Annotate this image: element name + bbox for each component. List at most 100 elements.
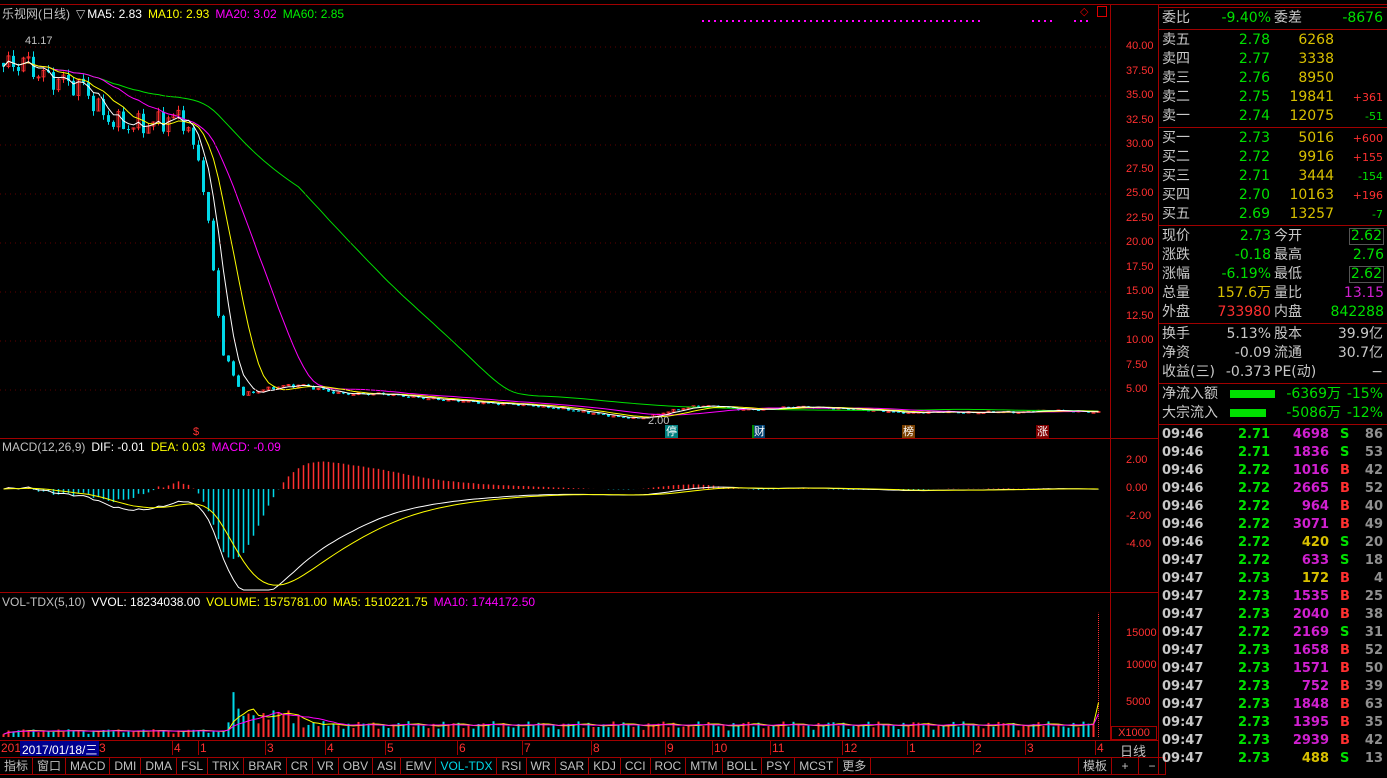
- zoom-out-button[interactable]: −: [1139, 758, 1167, 774]
- tab-4[interactable]: DMA: [141, 758, 178, 774]
- event-limitup-badge[interactable]: 涨: [1036, 425, 1049, 438]
- signal-dot: [810, 20, 812, 22]
- bid-row[interactable]: 买三 2.71 3444 -154: [1158, 167, 1387, 186]
- ask-row[interactable]: 卖一 2.74 12075 -51: [1158, 107, 1387, 126]
- signal-dot: [894, 20, 896, 22]
- window-toggle-icon[interactable]: [1097, 6, 1107, 17]
- tick-row[interactable]: 09:46 2.72 3071 B 49: [1158, 516, 1387, 534]
- tab-18[interactable]: CCI: [621, 758, 651, 774]
- period-label[interactable]: 日线: [1120, 745, 1147, 760]
- stock-title[interactable]: 乐视网(日线): [2, 7, 70, 21]
- candle-body: [6, 55, 11, 68]
- flow-percent: -15%: [1346, 386, 1383, 402]
- tick-row[interactable]: 09:47 2.73 1848 B 63: [1158, 696, 1387, 714]
- tab-23[interactable]: MCST: [795, 758, 839, 774]
- tick-row[interactable]: 09:47 2.73 2040 B 38: [1158, 606, 1387, 624]
- weibi-row[interactable]: 委比 -9.40% 委差 -8676: [1158, 9, 1387, 28]
- tab-5[interactable]: FSL: [177, 758, 209, 774]
- bid-change: -154: [1358, 170, 1383, 183]
- stat-row[interactable]: 总量 157.6万 量比 13.15: [1158, 284, 1387, 303]
- tab-14[interactable]: RSI: [497, 758, 527, 774]
- volume-tick: 5000: [1126, 696, 1151, 708]
- tab-11[interactable]: ASI: [373, 758, 402, 774]
- tick-price: 2.73: [1238, 643, 1271, 658]
- flow-row[interactable]: 大宗流入 -5086万 -12%: [1158, 404, 1387, 423]
- tab-16[interactable]: SAR: [556, 758, 590, 774]
- tab-19[interactable]: ROC: [651, 758, 687, 774]
- tab-22[interactable]: PSY: [762, 758, 796, 774]
- volume-title[interactable]: VOL-TDX(5,10): [2, 595, 86, 609]
- tab-6[interactable]: TRIX: [208, 758, 245, 774]
- tick-row[interactable]: 09:47 2.73 1395 B 35: [1158, 714, 1387, 732]
- stat-row[interactable]: 现价 2.73 今开 2.62: [1158, 227, 1387, 246]
- tick-row[interactable]: 09:47 2.72 2169 S 31: [1158, 624, 1387, 642]
- tab-0[interactable]: 指标: [0, 758, 34, 774]
- tab-8[interactable]: CR: [287, 758, 314, 774]
- tick-side: B: [1340, 499, 1350, 514]
- tick-row[interactable]: 09:46 2.71 1836 S 53: [1158, 444, 1387, 462]
- fundamental-row[interactable]: 换手 5.13% 股本 39.9亿: [1158, 325, 1387, 344]
- tick-row[interactable]: 09:47 2.73 488 S 13: [1158, 750, 1387, 768]
- ask-row[interactable]: 卖二 2.75 19841 +361: [1158, 88, 1387, 107]
- tab-2[interactable]: MACD: [66, 758, 111, 774]
- tick-row[interactable]: 09:46 2.72 1016 B 42: [1158, 462, 1387, 480]
- signal-dot: [1074, 20, 1076, 22]
- fundamental-row[interactable]: 净资 -0.09 流通 30.7亿: [1158, 344, 1387, 363]
- tick-row[interactable]: 09:47 2.73 1571 B 50: [1158, 660, 1387, 678]
- flow-row[interactable]: 净流入额 -6369万 -15%: [1158, 385, 1387, 404]
- tick-count: 49: [1364, 517, 1383, 532]
- macd-title[interactable]: MACD(12,26,9): [2, 440, 86, 454]
- tab-24[interactable]: 更多: [838, 758, 872, 774]
- tick-row[interactable]: 09:46 2.72 964 B 40: [1158, 498, 1387, 516]
- bid-row[interactable]: 买四 2.70 10163 +196: [1158, 186, 1387, 205]
- dollar-marker[interactable]: $: [193, 426, 200, 438]
- signal-dot: [828, 20, 830, 22]
- event-finance-badge[interactable]: 财: [752, 425, 765, 438]
- candle-body: [136, 113, 141, 129]
- tab-7[interactable]: BRAR: [244, 758, 287, 774]
- tab-3[interactable]: DMI: [110, 758, 142, 774]
- tab-13[interactable]: VOL-TDX: [436, 758, 498, 774]
- event-list-badge[interactable]: 榜: [902, 425, 915, 438]
- tick-row[interactable]: 09:46 2.72 2665 B 52: [1158, 480, 1387, 498]
- template-button[interactable]: 模板: [1078, 758, 1113, 774]
- tick-row[interactable]: 09:47 2.73 172 B 4: [1158, 570, 1387, 588]
- tab-15[interactable]: WR: [527, 758, 556, 774]
- stat-row[interactable]: 涨跌 -0.18 最高 2.76: [1158, 246, 1387, 265]
- bid-row[interactable]: 买五 2.69 13257 -7: [1158, 205, 1387, 224]
- bid-row[interactable]: 买一 2.73 5016 +600: [1158, 129, 1387, 148]
- stat-row[interactable]: 外盘 733980 内盘 842288: [1158, 303, 1387, 322]
- candle-body: [402, 394, 405, 397]
- tick-row[interactable]: 09:46 2.71 4698 S 86: [1158, 426, 1387, 444]
- tab-9[interactable]: VR: [313, 758, 339, 774]
- tab-1[interactable]: 窗口: [33, 758, 67, 774]
- diamond-icon[interactable]: ◇: [1080, 6, 1089, 18]
- bid-row[interactable]: 买二 2.72 9916 +155: [1158, 148, 1387, 167]
- ask-row[interactable]: 卖四 2.77 3338: [1158, 50, 1387, 69]
- stat-value: 157.6万: [1216, 285, 1271, 301]
- event-suspend-badge[interactable]: 停: [665, 425, 678, 438]
- candle-body: [611, 415, 616, 418]
- main-legend: 乐视网(日线) ▽ MA5: 2.83 MA10: 2.93 MA20: 3.02 MA6…: [2, 5, 350, 22]
- triangle-down-icon[interactable]: ▽: [76, 7, 86, 21]
- zoom-in-button[interactable]: +: [1112, 758, 1140, 774]
- tick-row[interactable]: 09:47 2.73 1658 B 52: [1158, 642, 1387, 660]
- fundamental-row[interactable]: 收益(三) -0.373 PE(动) −: [1158, 363, 1387, 382]
- stat-row[interactable]: 涨幅 -6.19% 最低 2.62: [1158, 265, 1387, 284]
- tick-row[interactable]: 09:47 2.73 2939 B 42: [1158, 732, 1387, 750]
- tab-17[interactable]: KDJ: [589, 758, 621, 774]
- tick-row[interactable]: 09:47 2.73 752 B 39: [1158, 678, 1387, 696]
- candle-body: [207, 192, 210, 221]
- ask-row[interactable]: 卖三 2.76 8950: [1158, 69, 1387, 88]
- stat-label: 内盘: [1274, 304, 1302, 320]
- tab-10[interactable]: OBV: [339, 758, 374, 774]
- tick-row[interactable]: 09:47 2.73 1535 B 25: [1158, 588, 1387, 606]
- tick-row[interactable]: 09:47 2.72 633 S 18: [1158, 552, 1387, 570]
- tick-row[interactable]: 09:46 2.72 420 S 20: [1158, 534, 1387, 552]
- tab-21[interactable]: BOLL: [723, 758, 763, 774]
- tab-20[interactable]: MTM: [686, 758, 723, 774]
- tab-12[interactable]: EMV: [401, 758, 437, 774]
- kline-chart[interactable]: [0, 0, 1110, 740]
- candle-body: [497, 402, 500, 405]
- ask-row[interactable]: 卖五 2.78 6268: [1158, 31, 1387, 50]
